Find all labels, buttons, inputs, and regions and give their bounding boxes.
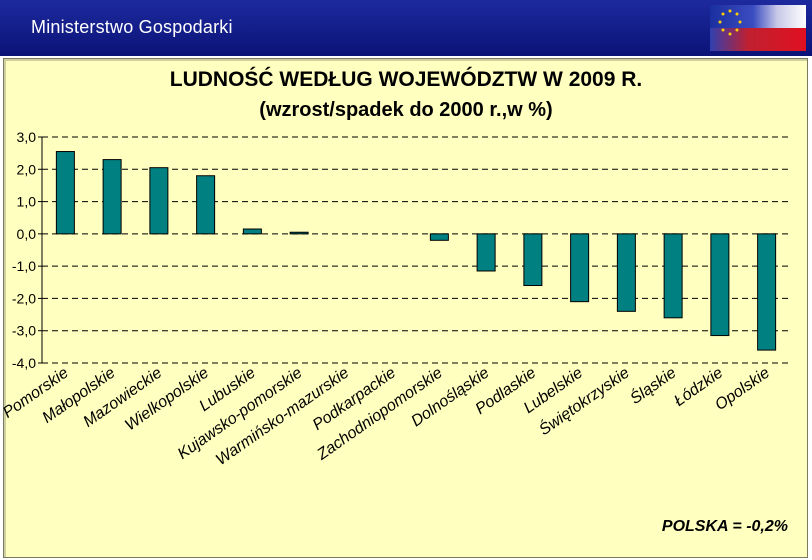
y-tick-label: 2,0	[17, 161, 37, 177]
bar	[196, 175, 216, 235]
bar	[289, 231, 309, 235]
y-tick-label: 1,0	[17, 194, 37, 210]
bar	[242, 228, 262, 235]
bar	[616, 233, 636, 312]
y-tick-label: -3,0	[12, 323, 36, 339]
y-tick-label: -4,0	[12, 355, 36, 371]
bar	[102, 159, 122, 235]
y-tick-label: -2,0	[12, 290, 36, 306]
org-name: Ministerstwo Gospodarki	[31, 17, 233, 37]
bar	[149, 167, 169, 235]
category-label: Śląskie	[626, 363, 679, 408]
bar	[476, 233, 496, 272]
y-tick-label: 0,0	[17, 226, 37, 242]
poland-total-annotation: POLSKA = -0,2%	[661, 518, 788, 535]
bar	[570, 233, 590, 303]
y-tick-label: 3,0	[17, 129, 37, 145]
bar	[523, 233, 543, 287]
chart-subtitle: (wzrost/spadek do 2000 r.,w %)	[259, 99, 553, 121]
bar	[663, 233, 683, 319]
bar	[710, 233, 730, 337]
chart-title: LUDNOŚĆ WEDŁUG WOJEWÓDZTW W 2009 R.	[169, 68, 643, 91]
header-bar: Ministerstwo Gospodarki	[0, 0, 812, 56]
y-tick-label: -1,0	[12, 258, 36, 274]
bar	[55, 151, 75, 235]
eu-poland-flag-icon	[710, 5, 806, 51]
bar	[429, 233, 449, 241]
bar	[757, 233, 777, 351]
